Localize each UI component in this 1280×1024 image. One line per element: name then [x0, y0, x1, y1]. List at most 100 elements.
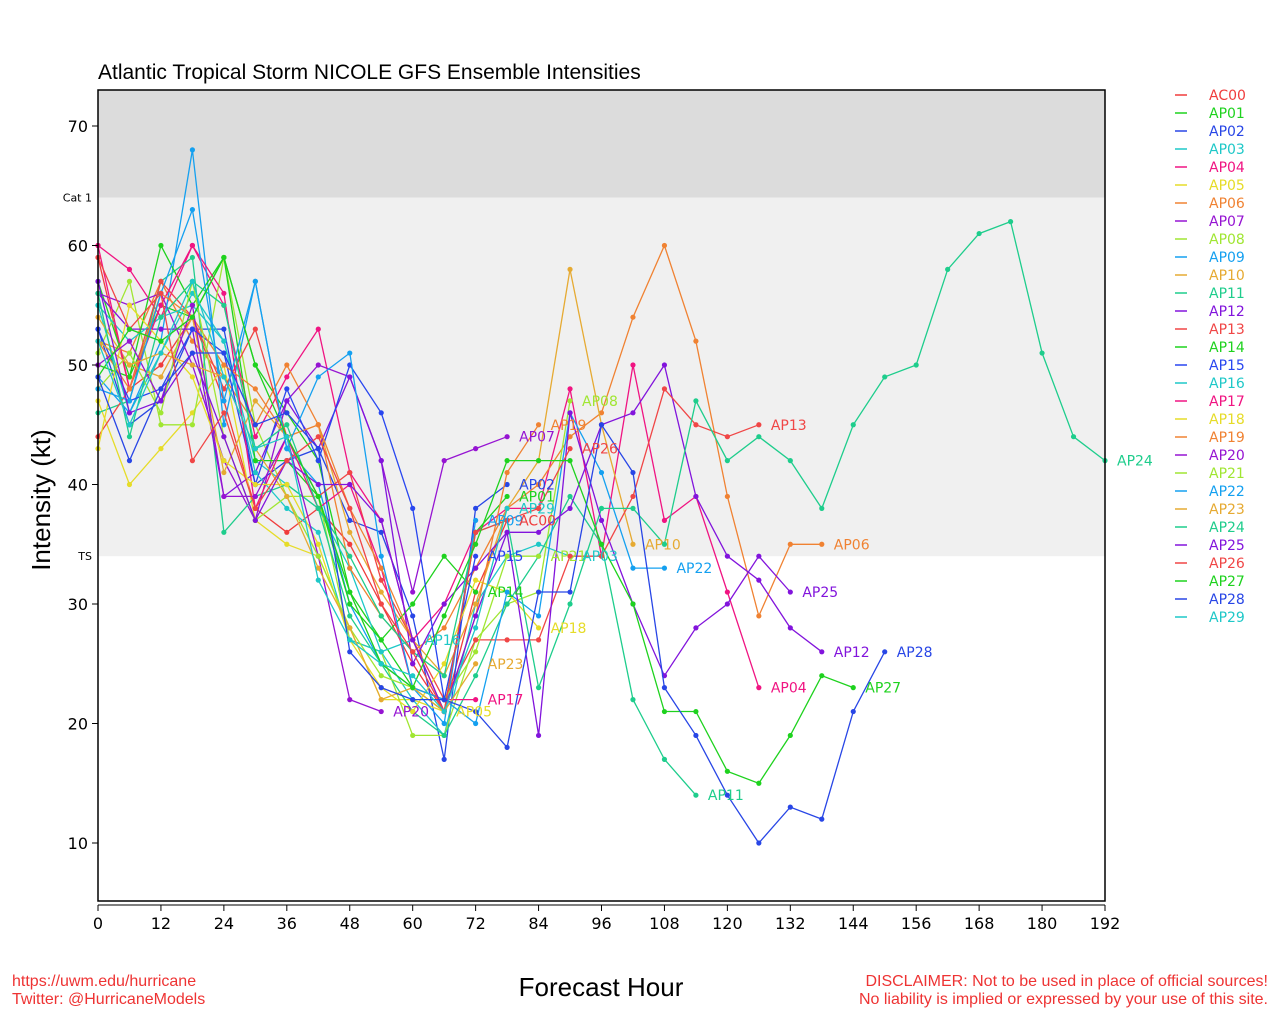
intensity-bands: [98, 90, 1105, 557]
data-point: [410, 673, 416, 679]
series-end-label: AP07: [519, 430, 555, 446]
x-tick-label: 12: [151, 914, 171, 933]
tropical-storm-band: [98, 197, 1105, 557]
data-point: [756, 613, 762, 619]
data-point: [315, 505, 321, 511]
data-point: [724, 792, 730, 798]
data-point: [410, 505, 416, 511]
series-end-label: AP16: [425, 633, 461, 649]
y-tick-label: 30: [68, 595, 88, 614]
data-point: [126, 278, 133, 284]
data-point: [410, 613, 416, 619]
data-point: [410, 697, 416, 703]
data-point: [189, 338, 196, 344]
data-point: [315, 374, 321, 380]
series-end-label: AP13: [771, 418, 807, 434]
legend-item: AP13: [1175, 322, 1245, 338]
twitter-handle[interactable]: Twitter: @HurricaneModels: [12, 991, 206, 1008]
data-point: [126, 458, 133, 464]
x-tick-label: 48: [340, 914, 360, 933]
data-point: [284, 458, 290, 464]
series-end-label: AP27: [865, 681, 901, 697]
website-link[interactable]: https://uwm.edu/hurricane: [12, 973, 197, 990]
data-point: [189, 458, 196, 464]
data-point: [189, 278, 196, 284]
data-point: [724, 768, 730, 774]
data-point: [189, 314, 196, 320]
data-point: [567, 601, 573, 607]
data-point: [410, 601, 416, 607]
data-point: [221, 434, 227, 440]
disclaimer-line-2: No liability is implied or expressed by …: [858, 991, 1268, 1008]
series-ap29: [95, 278, 510, 715]
x-tick-label: 180: [1027, 914, 1058, 933]
x-tick-label: 144: [838, 914, 869, 933]
hurricane-band: [98, 90, 1105, 198]
data-point: [158, 278, 164, 284]
x-tick-label: 120: [712, 914, 743, 933]
data-point: [221, 362, 227, 368]
data-point: [410, 732, 416, 739]
data-point: [441, 661, 447, 667]
legend-item: AP03: [1175, 142, 1245, 158]
data-point: [410, 661, 416, 667]
series-end-label: AP15: [488, 549, 524, 565]
data-point: [158, 374, 164, 380]
legend-label: AP21: [1209, 466, 1245, 482]
data-point: [598, 410, 605, 416]
data-point: [473, 589, 479, 595]
data-point: [693, 792, 699, 798]
data-point: [630, 362, 636, 368]
data-point: [535, 589, 542, 595]
data-point: [630, 541, 636, 547]
data-point: [252, 386, 258, 392]
series-end-labels: AP24 AP13 AP06 AP25 AP12 AP28 AP27 AP04 AP11 AP22…: [393, 394, 1153, 804]
data-point: [158, 338, 164, 344]
x-tick-label: 132: [775, 914, 806, 933]
legend-item: AP01: [1175, 106, 1245, 122]
data-point: [693, 422, 699, 428]
legend-label: AP03: [1209, 142, 1245, 158]
data-point: [850, 708, 856, 715]
data-point: [378, 685, 384, 691]
data-point: [441, 673, 447, 679]
data-point: [504, 601, 510, 607]
legend-label: AP02: [1209, 124, 1245, 140]
data-point: [787, 625, 793, 631]
data-point: [630, 410, 636, 416]
legend-label: AP26: [1209, 556, 1245, 572]
data-point: [347, 469, 353, 476]
data-point: [347, 601, 353, 607]
data-point: [378, 661, 384, 667]
data-point: [504, 589, 510, 595]
data-point: [252, 278, 258, 284]
legend-item: AP17: [1175, 394, 1245, 410]
data-point: [252, 434, 258, 440]
series-end-label: AP09: [488, 513, 524, 529]
data-point: [567, 458, 573, 464]
data-point: [661, 565, 668, 571]
data-point: [158, 386, 164, 392]
data-point: [126, 422, 133, 428]
data-point: [378, 601, 384, 607]
legend-label: AP04: [1209, 160, 1245, 176]
legend-item: AC00: [1175, 88, 1246, 104]
data-point: [1070, 434, 1077, 440]
legend: AC00 AP01 AP02 AP03 AP04 AP05 AP06 AP07 AP08 AP09…: [1175, 88, 1246, 626]
data-point: [347, 625, 353, 631]
plot-frame: [97, 89, 1106, 902]
data-point: [441, 601, 447, 607]
series-end-label: AP24: [1117, 454, 1153, 470]
data-point: [347, 541, 353, 547]
data-point: [378, 697, 384, 703]
y-tick-label: 10: [68, 834, 88, 853]
data-point: [252, 398, 258, 404]
legend-label: AP10: [1209, 268, 1245, 284]
data-point: [221, 398, 227, 404]
x-axis: 0 12 24 36 48 60 72 84 96 108 120 132 144 156 168 180 19…: [93, 904, 1120, 933]
data-point: [441, 756, 447, 762]
data-point: [693, 398, 699, 404]
data-point: [724, 589, 730, 595]
data-point: [347, 481, 353, 488]
legend-item: AP16: [1175, 376, 1245, 392]
